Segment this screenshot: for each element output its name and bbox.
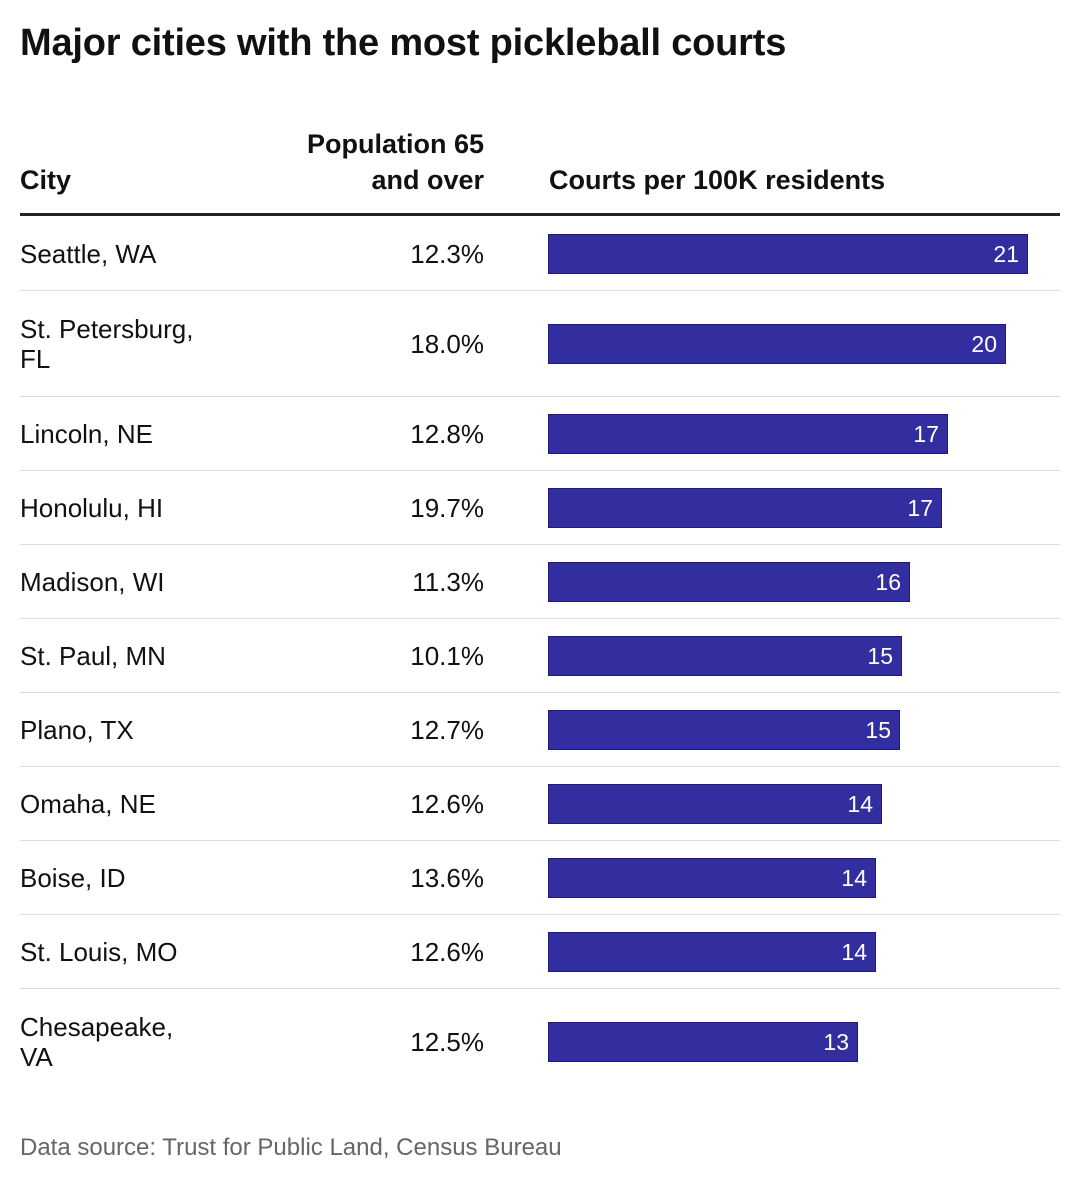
table-row: Omaha, NE 12.6% 14 bbox=[20, 767, 1060, 841]
city-name-line1: Omaha, NE bbox=[20, 789, 156, 819]
population-65-value: 12.6% bbox=[410, 937, 484, 967]
chart-title: Major cities with the most pickleball co… bbox=[20, 22, 787, 64]
data-source-note: Data source: Trust for Public Land, Cens… bbox=[20, 1134, 562, 1161]
population-65-value: 12.8% bbox=[410, 419, 484, 449]
courts-value-label: 21 bbox=[993, 241, 1019, 267]
row-separator bbox=[20, 766, 1060, 767]
city-name: St. Petersburg, FL bbox=[20, 314, 230, 374]
city-name-line2: FL bbox=[20, 344, 51, 374]
header-rule bbox=[20, 213, 1060, 216]
table-row: Boise, ID 13.6% 14 bbox=[20, 841, 1060, 915]
table-row: Lincoln, NE 12.8% 17 bbox=[20, 397, 1060, 471]
courts-bar: 14 bbox=[548, 784, 882, 824]
column-header-population-line2: and over bbox=[371, 165, 484, 195]
courts-bar: 17 bbox=[548, 414, 948, 454]
city-name-line1: Honolulu, HI bbox=[20, 493, 164, 523]
population-65-value: 12.3% bbox=[410, 239, 484, 269]
city-name-line1: St. Paul, MN bbox=[20, 641, 166, 671]
row-separator bbox=[20, 988, 1060, 989]
population-65-value: 18.0% bbox=[410, 329, 484, 359]
city-name-line1: Boise, ID bbox=[20, 863, 126, 893]
table-row: St. Paul, MN 10.1% 15 bbox=[20, 619, 1060, 693]
courts-value-label: 16 bbox=[875, 569, 901, 595]
courts-value-label: 20 bbox=[971, 331, 997, 357]
city-name: Chesapeake, VA bbox=[20, 1012, 230, 1072]
table-row: Chesapeake, VA 12.5% 13 bbox=[20, 989, 1060, 1095]
city-name-line1: Seattle, WA bbox=[20, 239, 157, 269]
row-separator bbox=[20, 840, 1060, 841]
courts-value-label: 14 bbox=[841, 865, 867, 891]
courts-bar: 14 bbox=[548, 932, 876, 972]
population-65-value: 12.6% bbox=[410, 789, 484, 819]
courts-value-label: 13 bbox=[823, 1029, 849, 1055]
courts-value-label: 15 bbox=[867, 643, 893, 669]
city-name: Lincoln, NE bbox=[20, 419, 230, 449]
city-name-line1: St. Louis, MO bbox=[20, 937, 178, 967]
population-65-value: 19.7% bbox=[410, 493, 484, 523]
courts-value-label: 14 bbox=[841, 939, 867, 965]
city-name: St. Louis, MO bbox=[20, 937, 230, 967]
courts-bar: 21 bbox=[548, 234, 1028, 274]
population-65-value: 10.1% bbox=[410, 641, 484, 671]
city-name-line1: Madison, WI bbox=[20, 567, 165, 597]
courts-value-label: 14 bbox=[847, 791, 873, 817]
city-name-line2: VA bbox=[20, 1042, 53, 1072]
courts-bar: 15 bbox=[548, 710, 900, 750]
column-header-courts: Courts per 100K residents bbox=[549, 165, 886, 195]
row-separator bbox=[20, 470, 1060, 471]
table-row: St. Louis, MO 12.6% 14 bbox=[20, 915, 1060, 989]
courts-value-label: 15 bbox=[865, 717, 891, 743]
table-row: Honolulu, HI 19.7% 17 bbox=[20, 471, 1060, 545]
row-separator bbox=[20, 396, 1060, 397]
row-separator bbox=[20, 618, 1060, 619]
city-name: St. Paul, MN bbox=[20, 641, 230, 671]
city-name-line1: Chesapeake, bbox=[20, 1012, 174, 1042]
city-name-line1: Plano, TX bbox=[20, 715, 134, 745]
city-name-line1: St. Petersburg, bbox=[20, 314, 194, 344]
population-65-value: 12.5% bbox=[410, 1027, 484, 1057]
table-row: Madison, WI 11.3% 16 bbox=[20, 545, 1060, 619]
population-65-value: 12.7% bbox=[410, 715, 484, 745]
column-header-city: City bbox=[20, 165, 72, 195]
courts-value-label: 17 bbox=[907, 495, 933, 521]
city-name: Boise, ID bbox=[20, 863, 230, 893]
city-name: Plano, TX bbox=[20, 715, 230, 745]
row-separator bbox=[20, 914, 1060, 915]
city-name: Honolulu, HI bbox=[20, 493, 230, 523]
table-row: Seattle, WA 12.3% 21 bbox=[20, 217, 1060, 291]
courts-bar: 15 bbox=[548, 636, 902, 676]
courts-bar: 20 bbox=[548, 324, 1006, 364]
courts-bar: 17 bbox=[548, 488, 942, 528]
table-row: St. Petersburg, FL 18.0% 20 bbox=[20, 291, 1060, 397]
city-name: Seattle, WA bbox=[20, 239, 230, 269]
column-header-population: Population 65 and over bbox=[250, 126, 484, 198]
row-separator bbox=[20, 290, 1060, 291]
courts-bar: 16 bbox=[548, 562, 910, 602]
city-name: Madison, WI bbox=[20, 567, 230, 597]
table-row: Plano, TX 12.7% 15 bbox=[20, 693, 1060, 767]
population-65-value: 11.3% bbox=[412, 567, 484, 597]
column-header-population-line1: Population 65 bbox=[306, 129, 484, 159]
population-65-value: 13.6% bbox=[410, 863, 484, 893]
courts-bar: 14 bbox=[548, 858, 876, 898]
courts-bar: 13 bbox=[548, 1022, 858, 1062]
row-separator bbox=[20, 692, 1060, 693]
city-name-line1: Lincoln, NE bbox=[20, 419, 153, 449]
courts-value-label: 17 bbox=[913, 421, 939, 447]
city-name: Omaha, NE bbox=[20, 789, 230, 819]
row-separator bbox=[20, 544, 1060, 545]
